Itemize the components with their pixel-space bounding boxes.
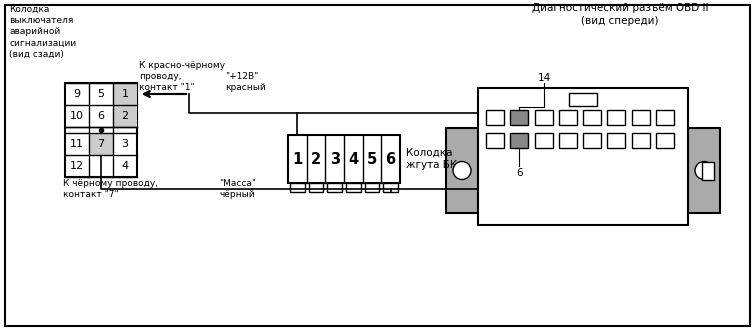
Text: Колодка
жгута БК: Колодка жгута БК — [406, 148, 457, 170]
Text: 1: 1 — [292, 152, 303, 166]
Bar — [583, 110, 601, 125]
Bar — [65, 83, 137, 177]
Text: 6: 6 — [516, 168, 522, 178]
Bar — [510, 133, 528, 148]
Bar — [569, 93, 597, 106]
Bar — [688, 128, 720, 213]
Bar — [631, 110, 649, 125]
Text: 14: 14 — [538, 73, 551, 83]
Bar — [656, 133, 673, 148]
Bar — [510, 110, 528, 125]
Bar — [89, 133, 113, 155]
Text: 4: 4 — [348, 152, 359, 166]
Bar — [631, 133, 649, 148]
Text: 3: 3 — [330, 152, 340, 166]
Bar — [559, 133, 577, 148]
Bar — [113, 105, 137, 127]
Bar — [288, 135, 400, 183]
Text: 3: 3 — [122, 139, 128, 149]
Bar — [656, 110, 673, 125]
Text: К чёрному проводу,
контакт "7": К чёрному проводу, контакт "7" — [63, 179, 158, 199]
Text: "+12В"
красный: "+12В" красный — [225, 72, 266, 92]
Text: 10: 10 — [70, 111, 84, 121]
Bar — [486, 133, 504, 148]
Text: Колодка
выключателя
аварийной
сигнализации
(вид сзади): Колодка выключателя аварийной сигнализац… — [9, 5, 76, 58]
Text: К красно-чёрному
проводу,
контакт "1": К красно-чёрному проводу, контакт "1" — [139, 61, 225, 92]
Bar — [607, 133, 625, 148]
Text: 4: 4 — [122, 161, 128, 171]
Circle shape — [695, 162, 713, 179]
Bar — [346, 183, 361, 192]
Bar — [702, 162, 714, 179]
Text: 1: 1 — [122, 89, 128, 99]
Bar — [583, 133, 601, 148]
Bar — [486, 110, 504, 125]
Text: 5: 5 — [367, 152, 378, 166]
Bar — [478, 88, 688, 225]
Bar — [607, 110, 625, 125]
Text: 6: 6 — [386, 152, 396, 166]
Text: "Масса"
чёрный: "Масса" чёрный — [219, 179, 256, 199]
Text: 11: 11 — [70, 139, 84, 149]
Bar — [328, 183, 342, 192]
Bar — [290, 183, 305, 192]
Bar — [309, 183, 323, 192]
Text: 5: 5 — [97, 89, 104, 99]
Bar — [535, 110, 553, 125]
Text: 6: 6 — [97, 111, 104, 121]
Text: 2: 2 — [122, 111, 128, 121]
Text: 12: 12 — [70, 161, 84, 171]
Bar — [559, 110, 577, 125]
Bar — [365, 183, 379, 192]
Text: 9: 9 — [73, 89, 81, 99]
Bar — [446, 128, 478, 213]
Bar — [113, 83, 137, 105]
Text: Диагностический разъём OBD II
(вид спереди): Диагностический разъём OBD II (вид спере… — [532, 3, 708, 26]
Bar — [384, 183, 398, 192]
Text: 2: 2 — [311, 152, 321, 166]
Circle shape — [453, 162, 471, 179]
Text: 7: 7 — [97, 139, 104, 149]
Bar — [535, 133, 553, 148]
